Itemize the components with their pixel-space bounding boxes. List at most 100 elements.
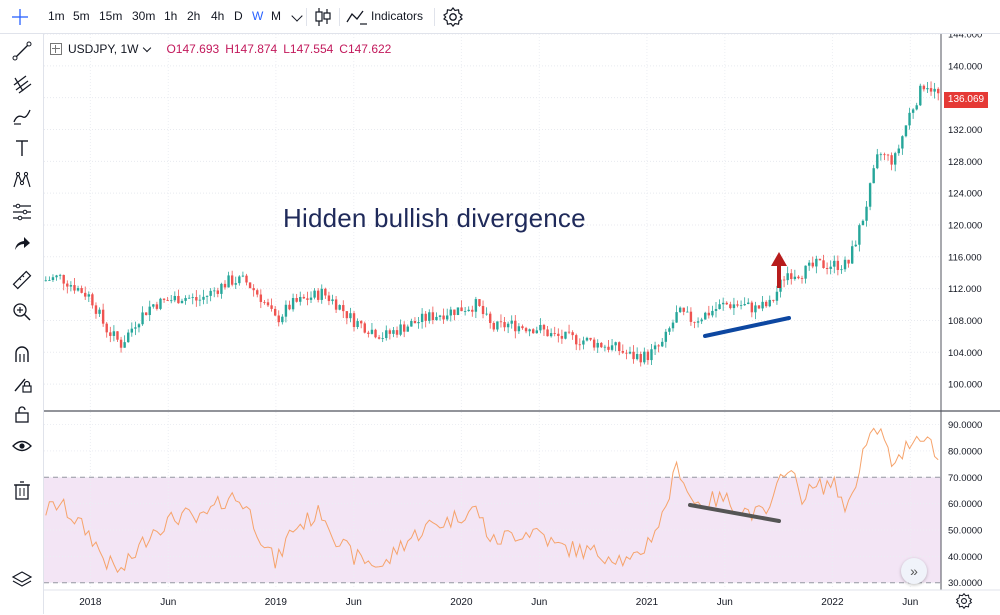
timeframe-2h[interactable]: 2h xyxy=(187,9,201,23)
last-price-badge: 136.069 xyxy=(944,92,988,108)
candle-body xyxy=(230,275,234,285)
price-tick-label: 104.000 xyxy=(948,348,982,359)
scroll-to-realtime-button[interactable]: » xyxy=(901,558,927,584)
rsi-line[interactable] xyxy=(45,427,939,574)
symbol-legend[interactable]: USDJPY, 1W O147.693 H147.874 L147.554 C1… xyxy=(50,42,391,56)
timeframe-5m[interactable]: 5m xyxy=(73,9,90,23)
candle-body xyxy=(678,307,682,313)
candle-body xyxy=(811,262,814,267)
candlestick-series[interactable] xyxy=(44,81,940,367)
candle-body xyxy=(295,298,298,302)
indicators-icon[interactable] xyxy=(346,8,368,31)
candle-body xyxy=(754,305,757,313)
candle-body xyxy=(575,335,578,345)
timeframe-30m[interactable]: 30m xyxy=(132,9,156,23)
candle-body xyxy=(868,183,872,207)
brush-icon[interactable] xyxy=(10,104,34,128)
candle-body xyxy=(342,305,345,312)
timeframe-4h[interactable]: 4h xyxy=(211,9,225,23)
trend-line-icon[interactable] xyxy=(10,39,34,63)
candle-body xyxy=(861,220,865,226)
candle-body xyxy=(721,302,725,305)
candle-body xyxy=(876,154,879,169)
candle-body xyxy=(58,274,62,276)
price-tick-label: 120.000 xyxy=(948,220,982,231)
candle-body xyxy=(51,277,55,281)
candle-body xyxy=(259,294,263,302)
candle-body xyxy=(793,276,797,280)
zoom-in-icon[interactable] xyxy=(10,300,34,324)
lock-icon[interactable] xyxy=(10,402,34,426)
symbol-name[interactable]: USDJPY, 1W xyxy=(68,42,139,56)
timeframe-m[interactable]: M xyxy=(271,9,281,23)
candle-body xyxy=(460,307,463,312)
settings-gear-icon[interactable] xyxy=(442,6,464,33)
timeframe-15m[interactable]: 15m xyxy=(99,9,123,23)
candle-body xyxy=(334,299,338,310)
candle-body xyxy=(499,321,503,323)
text-icon[interactable] xyxy=(10,136,34,160)
timeframe-d[interactable]: D xyxy=(234,9,243,23)
crosshair-icon[interactable] xyxy=(8,5,32,29)
rsi-tick-label: 30.0000 xyxy=(948,578,982,589)
candle-body xyxy=(284,304,288,317)
candle-body xyxy=(130,328,134,333)
candle-body xyxy=(718,304,721,310)
candle-body xyxy=(270,305,273,309)
candle-body xyxy=(101,309,105,324)
candle-body xyxy=(449,309,452,316)
candle-body xyxy=(700,319,703,322)
candle-body xyxy=(155,304,159,309)
candle-body xyxy=(911,109,915,113)
candle-body xyxy=(359,321,363,324)
candle-body xyxy=(474,299,478,312)
magnet-icon[interactable] xyxy=(10,342,34,366)
candle-body xyxy=(582,340,585,345)
candle-body xyxy=(263,301,266,303)
candle-body xyxy=(395,330,399,335)
divergence-annotation: Hidden bullish divergence xyxy=(283,203,586,233)
candle-body xyxy=(374,329,377,338)
candle-body xyxy=(843,259,847,270)
timeframe-1m[interactable]: 1m xyxy=(48,9,65,23)
drawing-toolbar xyxy=(0,34,44,614)
candle-body xyxy=(919,85,922,106)
time-axis-settings-icon[interactable] xyxy=(955,592,973,615)
candle-body xyxy=(309,297,313,300)
candles-style-icon[interactable] xyxy=(313,6,333,33)
price-tick-label: 100.000 xyxy=(948,380,982,391)
eye-icon[interactable] xyxy=(10,434,34,458)
timeframe-1h[interactable]: 1h xyxy=(164,9,178,23)
add-symbol-icon[interactable] xyxy=(50,43,62,55)
candle-body xyxy=(614,342,617,346)
projection-icon[interactable] xyxy=(10,200,34,224)
timeframe-w[interactable]: W xyxy=(252,9,264,23)
pitchfork-icon[interactable] xyxy=(10,72,34,96)
candle-body xyxy=(137,324,141,328)
layers-icon[interactable] xyxy=(10,568,34,592)
candle-body xyxy=(646,351,650,361)
rsi-tick-label: 40.0000 xyxy=(948,552,982,563)
symbol-dropdown-icon[interactable] xyxy=(143,43,152,52)
ruler-icon[interactable] xyxy=(10,268,34,292)
candle-body xyxy=(316,290,320,300)
rsi-axis[interactable]: 30.0000 40.0000 50.0000 60.0000 70.0000 80.00… xyxy=(948,420,982,589)
candle-body xyxy=(76,288,80,291)
timeframe-dropdown-icon[interactable] xyxy=(291,10,303,22)
time-axis[interactable]: 2018 Jun 2019 Jun 2020 Jun 2021 Jun 2022 Jun xyxy=(79,597,918,608)
trash-icon[interactable] xyxy=(10,478,34,502)
candle-body xyxy=(890,155,893,165)
lock-drawing-icon[interactable] xyxy=(10,372,34,396)
candle-body xyxy=(553,333,556,334)
candle-body xyxy=(904,125,908,137)
price-axis[interactable]: 100.000 104.000 108.000 112.000 116.000 120.0… xyxy=(948,30,982,391)
candle-body xyxy=(392,330,395,334)
pattern-icon[interactable] xyxy=(10,168,34,192)
forward-arrow-icon[interactable] xyxy=(10,232,34,256)
candle-body xyxy=(549,333,553,337)
candle-body xyxy=(302,296,306,299)
candle-body xyxy=(245,275,248,283)
indicators-button[interactable]: Indicators xyxy=(371,9,424,23)
candle-body xyxy=(732,304,736,309)
